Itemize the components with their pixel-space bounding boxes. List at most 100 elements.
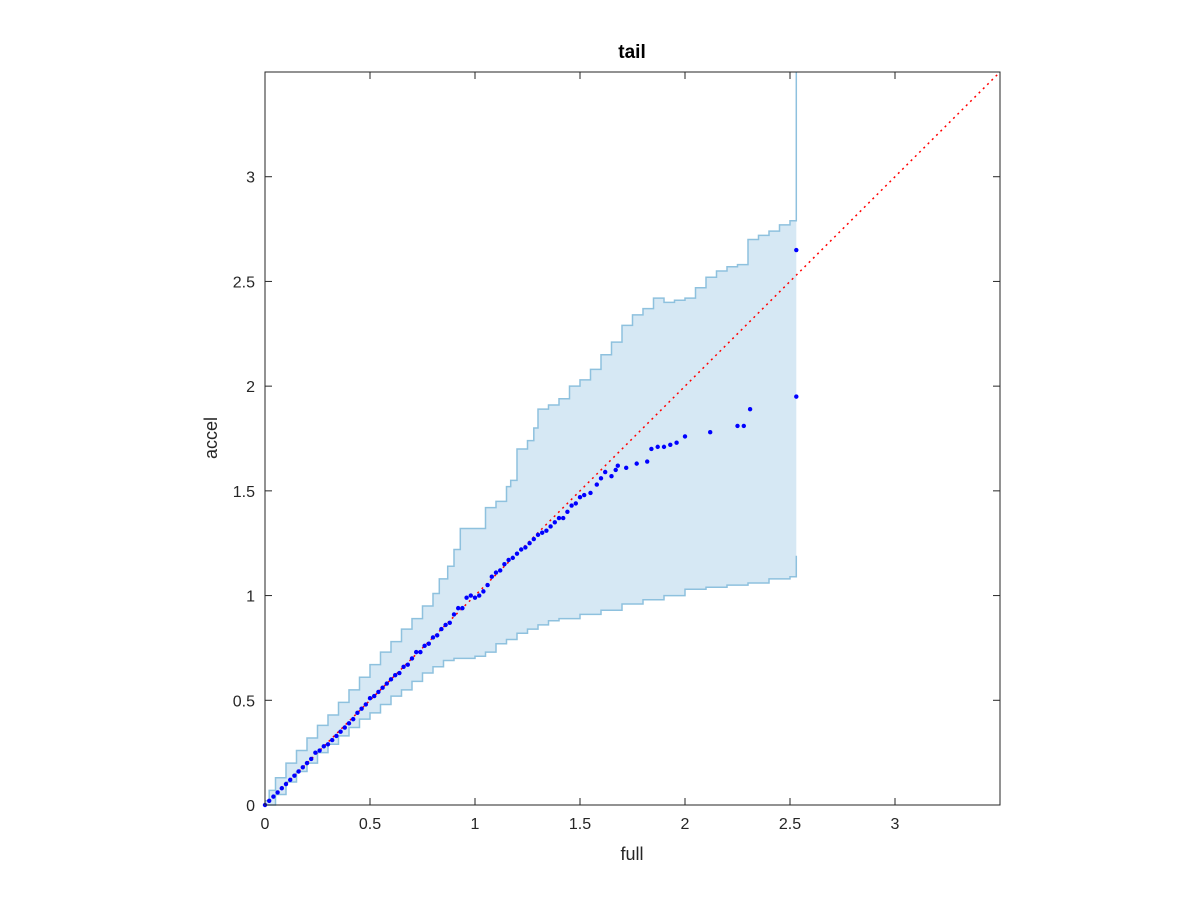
data-point	[351, 716, 356, 722]
x-axis-label: full	[620, 844, 643, 864]
data-point	[414, 649, 419, 655]
data-point	[418, 649, 423, 655]
y-axis-ticks: 0 0.5 1 1.5 2 2.5 3	[233, 170, 1000, 815]
data-point	[393, 672, 398, 678]
data-point	[510, 555, 515, 561]
data-point	[283, 781, 289, 787]
data-point	[346, 721, 352, 726]
x-axis-ticks: 0 0.5 1 1.5 2 2.5 3	[261, 72, 900, 833]
data-point	[624, 465, 629, 471]
x-tick-label: 1	[471, 816, 480, 833]
data-point	[661, 444, 667, 450]
plot-frame	[264, 71, 1001, 806]
data-point	[321, 744, 326, 749]
data-point	[747, 406, 753, 412]
data-point	[682, 434, 688, 439]
data-point	[609, 473, 614, 479]
y-tick-label: 3	[246, 170, 255, 187]
data-point	[794, 247, 799, 253]
data-point	[485, 582, 490, 588]
data-point	[342, 725, 347, 730]
data-point	[468, 593, 473, 598]
x-tick-label: 0.5	[359, 816, 381, 833]
data-point	[409, 656, 415, 661]
data-point	[498, 568, 503, 573]
data-point	[649, 446, 654, 452]
data-point	[367, 695, 373, 701]
data-point	[422, 643, 427, 649]
data-point	[577, 494, 583, 500]
data-point	[447, 620, 452, 625]
data-point	[514, 551, 520, 556]
data-point	[594, 482, 599, 487]
confidence-band-lower-edge	[265, 555, 798, 806]
confidence-band	[265, 72, 798, 806]
data-point	[668, 442, 673, 447]
data-point	[405, 662, 410, 667]
data-point	[279, 786, 284, 791]
data-point	[334, 733, 339, 739]
data-point	[506, 557, 511, 563]
x-tick-label: 3	[891, 816, 900, 833]
data-point	[460, 605, 465, 611]
data-point	[451, 612, 457, 617]
data-point	[380, 685, 385, 690]
data-point	[401, 664, 406, 669]
data-point	[481, 589, 486, 594]
data-point	[741, 423, 746, 429]
data-point	[477, 593, 482, 598]
data-point	[397, 670, 402, 676]
data-point	[588, 490, 593, 496]
data-point	[569, 503, 574, 508]
y-tick-label: 2.5	[233, 274, 255, 291]
y-axis-label: accel	[201, 417, 221, 459]
data-point	[598, 476, 604, 481]
data-point	[655, 444, 660, 450]
data-point	[355, 710, 360, 716]
data-point	[674, 440, 679, 445]
data-point	[493, 570, 499, 575]
y-tick-label: 1.5	[233, 484, 255, 501]
y-tick-label: 1	[246, 589, 255, 606]
data-point	[271, 794, 276, 799]
data-point	[472, 595, 478, 600]
data-point	[439, 626, 444, 632]
data-point	[735, 423, 740, 429]
data-point	[489, 574, 494, 579]
y-tick-label: 0	[246, 798, 255, 815]
x-tick-label: 2.5	[779, 816, 801, 833]
data-point	[531, 536, 536, 542]
reference-line	[264, 71, 1001, 806]
x-tick-label: 2	[681, 816, 690, 833]
data-point	[363, 702, 368, 707]
data-point	[794, 394, 799, 399]
data-point	[388, 677, 394, 682]
data-point	[582, 492, 587, 498]
data-point	[573, 501, 578, 506]
y-tick-label: 0.5	[233, 693, 255, 710]
confidence-band-fill	[265, 72, 797, 805]
data-point	[384, 681, 389, 686]
data-point	[565, 509, 570, 514]
data-point	[544, 528, 549, 533]
data-point	[556, 515, 562, 521]
data-point	[464, 595, 469, 600]
data-point	[292, 773, 297, 778]
data-point	[288, 777, 293, 783]
data-points	[262, 247, 799, 808]
x-tick-label: 1.5	[569, 816, 591, 833]
y-tick-label: 2	[246, 379, 255, 396]
data-point	[519, 547, 524, 552]
chart-title: tail	[618, 42, 645, 63]
data-point	[330, 737, 335, 743]
data-point	[300, 765, 305, 770]
data-point	[304, 760, 310, 766]
data-point	[430, 635, 436, 640]
data-point	[535, 532, 541, 538]
data-point	[435, 633, 440, 638]
x-tick-label: 0	[261, 816, 270, 833]
data-point	[548, 524, 553, 529]
data-point	[313, 750, 318, 755]
data-point	[708, 430, 713, 435]
data-point	[613, 467, 618, 473]
